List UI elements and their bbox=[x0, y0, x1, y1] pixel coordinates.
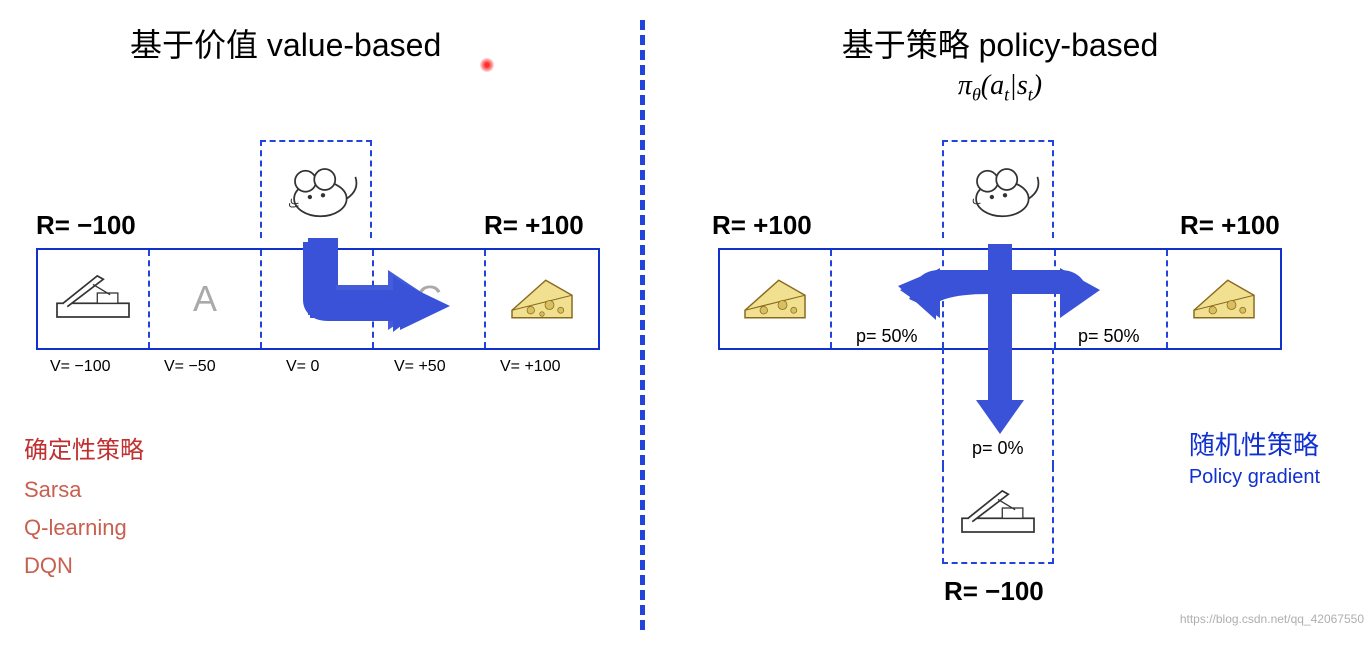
red-dot-icon bbox=[480, 58, 494, 72]
policy-note: 随机性策略 Policy gradient bbox=[1189, 425, 1320, 489]
mouse-icon bbox=[953, 155, 1043, 225]
v3: V= +50 bbox=[394, 358, 446, 376]
policy-note-sub: Policy gradient bbox=[1189, 466, 1320, 489]
trap-icon bbox=[48, 269, 138, 329]
v0: V= −100 bbox=[50, 358, 111, 376]
policy-note-title: 随机性策略 bbox=[1189, 425, 1320, 462]
f-pi: π bbox=[958, 70, 972, 101]
trap-connector bbox=[942, 348, 1054, 466]
right-title: 基于策略 policy-based bbox=[640, 20, 1360, 66]
reward-right: R= +100 bbox=[484, 210, 584, 241]
cell-cheese-l bbox=[720, 250, 832, 348]
v1: V= −50 bbox=[164, 358, 216, 376]
reward-bottom-r: R= −100 bbox=[944, 576, 1044, 607]
cheese-icon bbox=[735, 269, 815, 329]
algo-list: 确定性策略 Sarsa Q-learning DQN bbox=[24, 430, 144, 591]
trap-icon bbox=[953, 484, 1043, 544]
value-arrow-icon2 bbox=[290, 228, 460, 352]
cheese-icon bbox=[502, 269, 582, 329]
reward-left: R= −100 bbox=[36, 210, 136, 241]
value-based-panel: 基于价值 value-based R= −100 R= +100 bbox=[0, 0, 640, 648]
cell-a: A bbox=[150, 250, 262, 348]
algo-1: Q-learning bbox=[24, 515, 144, 541]
v4: V= +100 bbox=[500, 358, 561, 376]
trap-cell-bottom bbox=[942, 466, 1054, 564]
policy-formula: πθ(at|st) bbox=[640, 70, 1360, 106]
mouse-cell-top bbox=[260, 140, 372, 238]
f-mid: |s bbox=[1009, 70, 1028, 101]
f-theta: θ bbox=[972, 85, 981, 105]
watermark: https://blog.csdn.net/qq_42067550 bbox=[1180, 612, 1364, 626]
algo-title: 确定性策略 bbox=[24, 430, 144, 465]
cell-trap bbox=[38, 250, 150, 348]
v2: V= 0 bbox=[286, 358, 319, 376]
policy-based-panel: 基于策略 policy-based πθ(at|st) R= +100 R= +… bbox=[640, 0, 1360, 648]
vertical-divider bbox=[640, 20, 645, 630]
algo-2: DQN bbox=[24, 553, 144, 579]
f-open: (a bbox=[981, 70, 1004, 101]
prob-left: p= 50% bbox=[856, 326, 918, 347]
cell-cheese-r bbox=[1168, 250, 1280, 348]
reward-right-r: R= +100 bbox=[1180, 210, 1280, 241]
f-close: ) bbox=[1033, 70, 1042, 101]
prob-right: p= 50% bbox=[1078, 326, 1140, 347]
mouse-icon bbox=[271, 155, 361, 225]
cell-cheese bbox=[486, 250, 598, 348]
cheese-icon bbox=[1184, 269, 1264, 329]
algo-0: Sarsa bbox=[24, 477, 144, 503]
cell-a-label: A bbox=[193, 278, 217, 320]
mouse-cell-top-r bbox=[942, 140, 1054, 238]
left-title: 基于价值 value-based bbox=[130, 20, 640, 66]
reward-left-r: R= +100 bbox=[712, 210, 812, 241]
